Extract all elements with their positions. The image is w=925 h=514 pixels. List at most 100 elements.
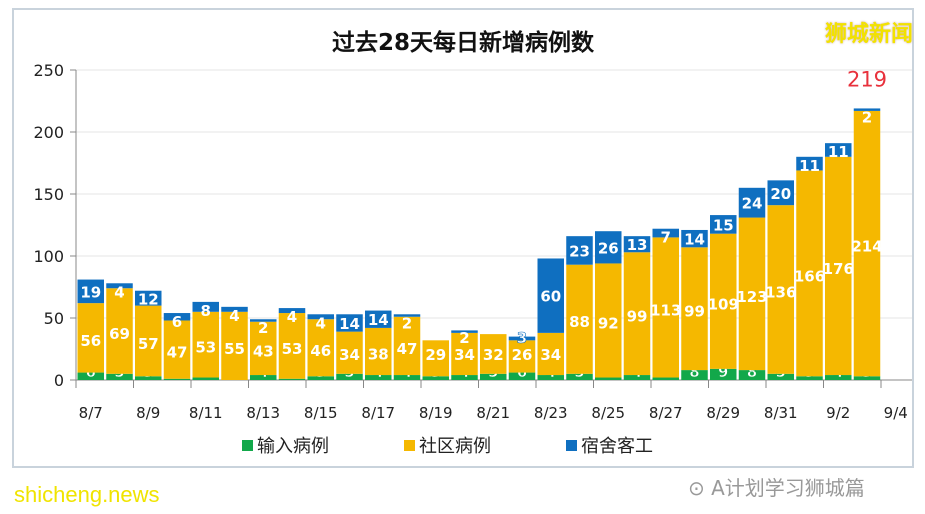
data-label: 15 <box>713 216 734 234</box>
bar-segment-0 <box>393 375 421 380</box>
bar-segment-1 <box>135 305 162 377</box>
data-label: 14 <box>339 315 360 333</box>
bar-segment-2 <box>566 236 593 265</box>
bar-segment-0 <box>595 377 622 380</box>
bar-segment-2 <box>767 180 794 206</box>
legend-label: 宿舍客工 <box>581 436 653 457</box>
bar-segment-2 <box>106 283 133 289</box>
bar-segment-2 <box>652 228 679 238</box>
bar-segment-1 <box>566 264 593 374</box>
data-label: 12 <box>138 291 159 309</box>
bar-segment-1 <box>480 334 507 374</box>
bar-segment-2 <box>77 279 104 304</box>
bar-segment-1 <box>163 320 191 379</box>
data-label: 4 <box>229 307 239 325</box>
data-label: 8 <box>201 302 211 320</box>
bar-segment-2 <box>307 314 334 320</box>
legend-label: 输入病例 <box>257 436 329 457</box>
bar-segment-2 <box>595 231 622 264</box>
data-label: 43 <box>253 342 274 360</box>
data-label: 20 <box>770 185 791 203</box>
x-tick-label: 8/15 <box>304 404 338 422</box>
bar-segment-1 <box>77 303 104 373</box>
bar-segment-0 <box>307 376 334 380</box>
data-label: 56 <box>80 332 101 350</box>
bar-segment-0 <box>135 376 162 380</box>
bar-segment-2 <box>825 143 852 157</box>
data-label: 53 <box>282 340 303 358</box>
bar-segment-0 <box>451 375 478 380</box>
y-tick-label: 100 <box>33 247 64 266</box>
bar-segment-1 <box>336 331 363 374</box>
bar-segment-0 <box>365 375 392 380</box>
legend-label: 社区病例 <box>419 436 491 457</box>
data-label: 109 <box>708 295 739 313</box>
bar-segment-1 <box>767 205 794 374</box>
bar-segment-2 <box>336 314 363 332</box>
bar-segment-0 <box>738 370 766 380</box>
data-label: 6 <box>172 313 182 331</box>
x-tick-label: 8/27 <box>649 404 683 422</box>
bar-segment-2 <box>192 301 219 312</box>
data-label: 24 <box>742 195 763 213</box>
watermark-wechat: ⊙ A计划学习狮城篇 <box>688 476 865 500</box>
bar-segment-2 <box>135 290 162 306</box>
x-tick-label: 8/25 <box>591 404 625 422</box>
data-label: 136 <box>765 283 796 301</box>
bar-segment-0 <box>537 375 564 380</box>
legend-swatch <box>566 440 577 451</box>
bar-segment-1 <box>365 327 392 376</box>
data-label: 53 <box>195 339 216 357</box>
data-label: 8 <box>747 363 757 381</box>
data-label: 26 <box>512 346 533 364</box>
bar-segment-2 <box>451 330 478 333</box>
data-label: 47 <box>167 344 188 362</box>
legend-swatch <box>404 440 415 451</box>
data-label: 34 <box>454 346 475 364</box>
data-label: 88 <box>569 313 590 331</box>
bar-segment-0 <box>681 370 708 380</box>
x-tick-label: 8/31 <box>764 404 798 422</box>
bar-segment-1 <box>537 332 564 376</box>
x-tick-label: 8/21 <box>476 404 510 422</box>
bar-segment-0 <box>278 378 306 380</box>
bar-segment-0 <box>710 368 737 380</box>
bar-segment-1 <box>422 340 449 377</box>
data-label: 3 <box>517 329 527 347</box>
data-label: 29 <box>425 346 446 364</box>
legend-swatch <box>242 440 253 451</box>
data-label: 99 <box>684 303 705 321</box>
bar-segment-0 <box>853 376 881 380</box>
data-label: 34 <box>339 346 360 364</box>
data-label: 4 <box>114 283 124 301</box>
x-tick-label: 8/19 <box>419 404 453 422</box>
data-label: 14 <box>368 311 389 329</box>
bar-segment-2 <box>623 236 651 253</box>
bar-segment-1 <box>681 247 708 371</box>
data-label: 13 <box>627 236 648 254</box>
bar-segment-2 <box>250 319 277 322</box>
watermark-wechat-text: A计划学习狮城篇 <box>711 476 865 500</box>
x-tick-label: 8/23 <box>534 404 568 422</box>
x-tick-label: 8/17 <box>361 404 395 422</box>
data-label: 19 <box>80 283 101 301</box>
bar-segment-1 <box>221 311 248 380</box>
bar-segment-2 <box>710 215 737 234</box>
data-label: 47 <box>397 340 418 358</box>
data-label: 69 <box>109 325 130 343</box>
data-label: 99 <box>627 308 648 326</box>
data-label: 8 <box>689 363 699 381</box>
x-tick-label: 9/4 <box>884 404 908 422</box>
bar-segment-0 <box>422 376 449 380</box>
chart-title: 过去28天每日新增病例数 <box>332 29 595 56</box>
bar-segment-2 <box>508 336 536 341</box>
data-label: 113 <box>650 301 681 319</box>
data-label: 14 <box>684 231 705 249</box>
bar-segment-2 <box>278 308 306 314</box>
bar-segment-2 <box>365 310 392 328</box>
bar-segment-0 <box>825 375 852 380</box>
data-label: 9 <box>718 363 728 381</box>
bar-segment-1 <box>825 156 852 376</box>
bar-segment-0 <box>566 373 593 380</box>
